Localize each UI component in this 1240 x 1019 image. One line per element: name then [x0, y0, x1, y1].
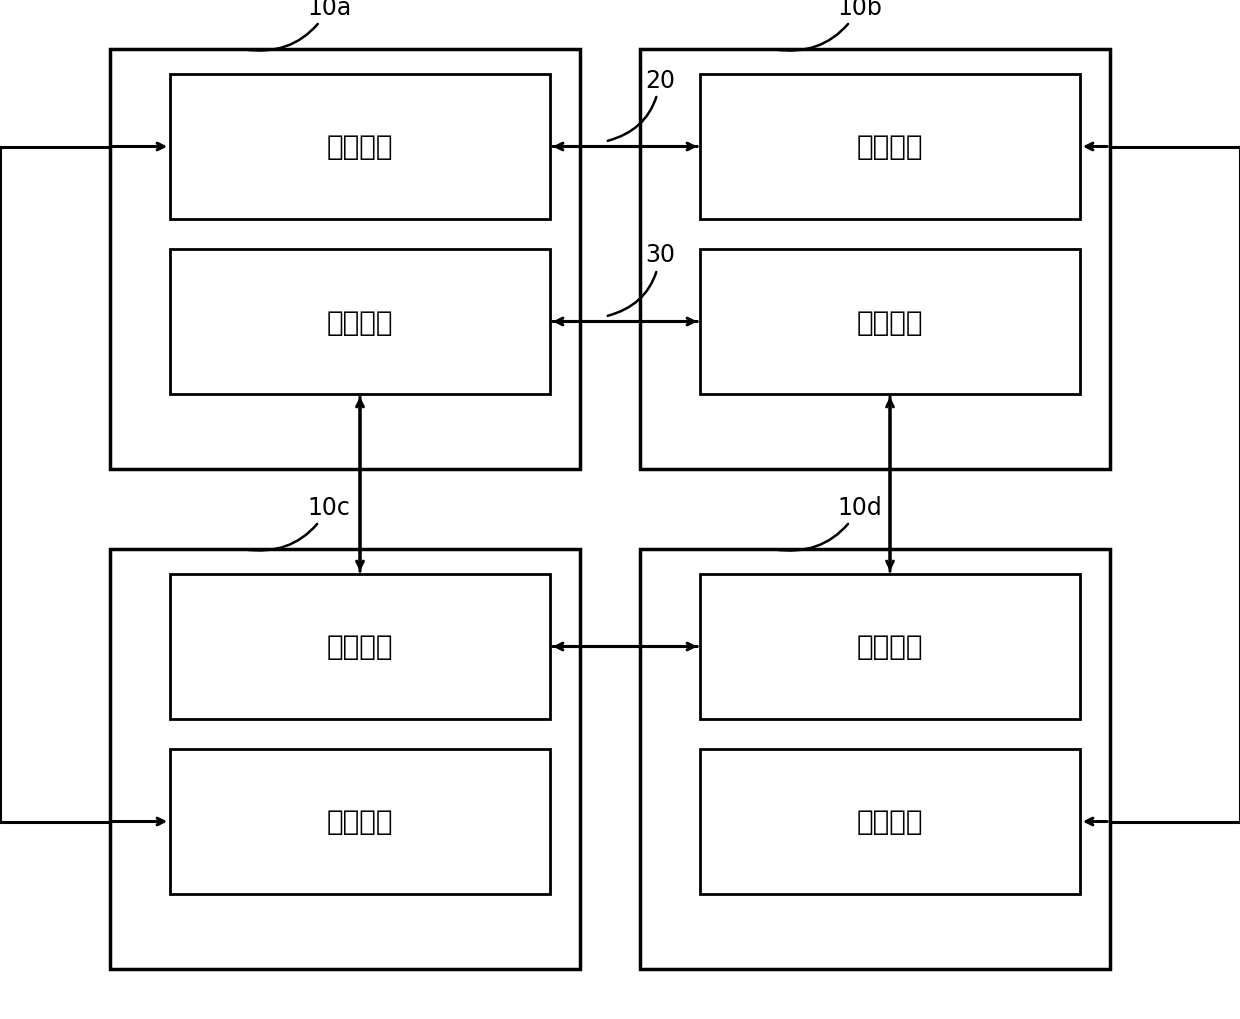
Text: 第二板卡: 第二板卡 — [857, 633, 924, 661]
Bar — [640, 549, 1110, 969]
Text: 10c: 10c — [244, 495, 350, 551]
Bar — [701, 575, 1080, 719]
Text: 20: 20 — [608, 68, 675, 142]
Text: 第一板卡: 第一板卡 — [857, 808, 924, 836]
Bar — [701, 749, 1080, 894]
Text: 第一板卡: 第一板卡 — [327, 133, 393, 161]
Text: 30: 30 — [608, 244, 675, 317]
Bar — [701, 75, 1080, 220]
Text: 10d: 10d — [774, 495, 882, 551]
Text: 第一板卡: 第一板卡 — [857, 133, 924, 161]
Text: 第二板卡: 第二板卡 — [857, 308, 924, 336]
Text: 10b: 10b — [774, 0, 883, 52]
Text: 第二板卡: 第二板卡 — [327, 308, 393, 336]
Bar — [170, 749, 551, 894]
Bar — [701, 250, 1080, 394]
Text: 10a: 10a — [244, 0, 352, 52]
Bar — [170, 250, 551, 394]
Bar — [170, 575, 551, 719]
Bar — [170, 75, 551, 220]
Text: 第一板卡: 第一板卡 — [327, 808, 393, 836]
Text: 第二板卡: 第二板卡 — [327, 633, 393, 661]
Bar — [640, 50, 1110, 470]
Bar — [110, 50, 580, 470]
Bar — [110, 549, 580, 969]
